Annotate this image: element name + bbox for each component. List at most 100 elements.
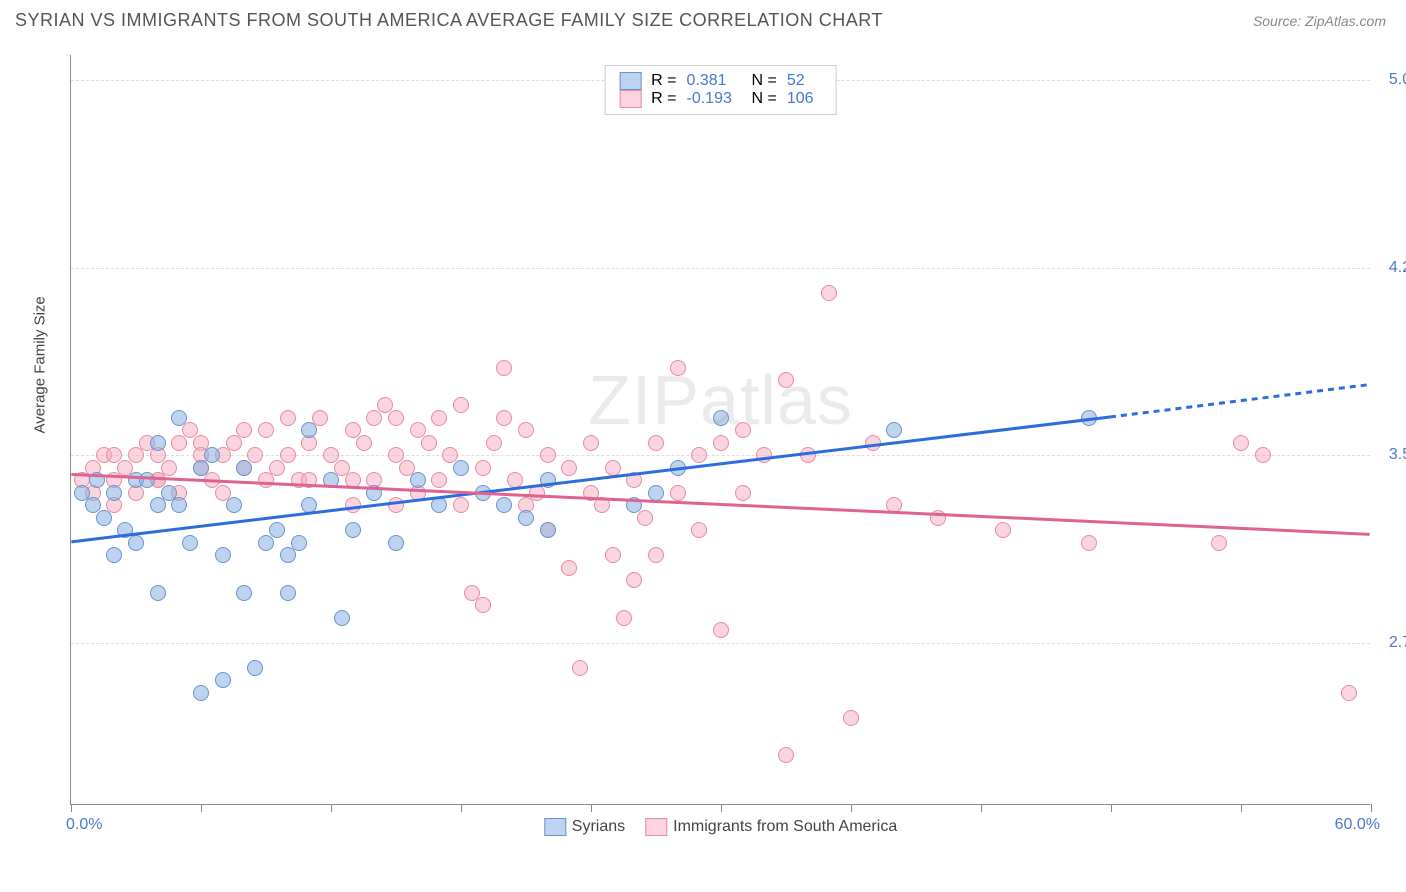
- n-label: N =: [752, 90, 777, 108]
- gridline: [71, 455, 1370, 456]
- scatter-point-syrians: [366, 485, 382, 501]
- scatter-point-south-america: [670, 485, 686, 501]
- scatter-point-syrians: [670, 460, 686, 476]
- x-tick: [71, 804, 72, 812]
- scatter-point-syrians: [215, 547, 231, 563]
- scatter-point-south-america: [778, 747, 794, 763]
- x-tick: [1371, 804, 1372, 812]
- x-tick: [981, 804, 982, 812]
- scatter-point-south-america: [475, 460, 491, 476]
- scatter-point-south-america: [713, 435, 729, 451]
- scatter-point-south-america: [486, 435, 502, 451]
- scatter-point-syrians: [345, 522, 361, 538]
- scatter-point-south-america: [269, 460, 285, 476]
- scatter-point-south-america: [648, 547, 664, 563]
- scatter-point-syrians: [150, 497, 166, 513]
- scatter-point-south-america: [594, 497, 610, 513]
- watermark: ZIPatlas: [588, 360, 853, 440]
- plot-area: ZIPatlas R = 0.381 N = 52 R = -0.193 N =…: [70, 55, 1370, 805]
- x-tick: [461, 804, 462, 812]
- scatter-point-south-america: [258, 472, 274, 488]
- scatter-point-south-america: [280, 410, 296, 426]
- x-axis-min-label: 0.0%: [66, 816, 102, 834]
- scatter-point-south-america: [1255, 447, 1271, 463]
- scatter-point-south-america: [821, 285, 837, 301]
- scatter-point-south-america: [301, 472, 317, 488]
- scatter-point-south-america: [345, 472, 361, 488]
- scatter-point-syrians: [215, 672, 231, 688]
- n-value-syrians: 52: [787, 72, 822, 90]
- scatter-point-syrians: [236, 460, 252, 476]
- scatter-point-syrians: [301, 422, 317, 438]
- x-tick: [591, 804, 592, 812]
- scatter-point-south-america: [995, 522, 1011, 538]
- swatch-south-america-bottom: [645, 818, 667, 836]
- scatter-point-south-america: [1341, 685, 1357, 701]
- scatter-point-south-america: [616, 610, 632, 626]
- scatter-point-syrians: [301, 497, 317, 513]
- scatter-point-south-america: [691, 447, 707, 463]
- scatter-point-south-america: [507, 472, 523, 488]
- chart-header: SYRIAN VS IMMIGRANTS FROM SOUTH AMERICA …: [0, 0, 1406, 36]
- scatter-point-syrians: [280, 585, 296, 601]
- scatter-point-south-america: [778, 372, 794, 388]
- scatter-point-south-america: [1233, 435, 1249, 451]
- swatch-south-america: [619, 90, 641, 108]
- y-tick-label: 4.25: [1389, 259, 1406, 277]
- scatter-point-syrians: [171, 410, 187, 426]
- scatter-point-syrians: [518, 510, 534, 526]
- scatter-point-south-america: [626, 572, 642, 588]
- scatter-point-south-america: [236, 422, 252, 438]
- scatter-point-south-america: [735, 485, 751, 501]
- scatter-point-south-america: [496, 360, 512, 376]
- scatter-point-south-america: [356, 435, 372, 451]
- scatter-point-south-america: [421, 435, 437, 451]
- scatter-point-syrians: [291, 535, 307, 551]
- scatter-point-syrians: [193, 685, 209, 701]
- legend-row-south-america: R = -0.193 N = 106: [619, 90, 822, 108]
- scatter-point-syrians: [89, 472, 105, 488]
- scatter-point-south-america: [345, 497, 361, 513]
- scatter-point-south-america: [431, 472, 447, 488]
- scatter-point-south-america: [583, 435, 599, 451]
- scatter-point-syrians: [247, 660, 263, 676]
- scatter-point-south-america: [453, 497, 469, 513]
- scatter-point-south-america: [691, 522, 707, 538]
- scatter-point-syrians: [540, 472, 556, 488]
- scatter-point-syrians: [128, 535, 144, 551]
- scatter-point-syrians: [453, 460, 469, 476]
- scatter-point-south-america: [626, 472, 642, 488]
- scatter-point-south-america: [648, 435, 664, 451]
- scatter-point-south-america: [280, 447, 296, 463]
- scatter-point-syrians: [182, 535, 198, 551]
- legend-row-syrians: R = 0.381 N = 52: [619, 72, 822, 90]
- scatter-point-syrians: [648, 485, 664, 501]
- series-legend: Syrians Immigrants from South America: [544, 818, 897, 836]
- x-tick: [721, 804, 722, 812]
- scatter-point-south-america: [475, 597, 491, 613]
- scatter-point-south-america: [800, 447, 816, 463]
- scatter-point-syrians: [258, 535, 274, 551]
- scatter-point-south-america: [128, 447, 144, 463]
- scatter-point-south-america: [496, 410, 512, 426]
- gridline: [71, 268, 1370, 269]
- scatter-point-south-america: [605, 547, 621, 563]
- scatter-point-syrians: [269, 522, 285, 538]
- scatter-point-south-america: [843, 710, 859, 726]
- x-tick: [1111, 804, 1112, 812]
- scatter-point-south-america: [756, 447, 772, 463]
- x-tick: [201, 804, 202, 812]
- x-axis-max-label: 60.0%: [1335, 816, 1380, 834]
- y-tick-label: 5.00: [1389, 71, 1406, 89]
- chart-container: Average Family Size ZIPatlas R = 0.381 N…: [50, 45, 1390, 805]
- legend-label-south-america: Immigrants from South America: [673, 818, 897, 836]
- scatter-point-south-america: [453, 397, 469, 413]
- scatter-point-syrians: [193, 460, 209, 476]
- scatter-point-south-america: [171, 435, 187, 451]
- n-value-south-america: 106: [787, 90, 822, 108]
- source-label: Source: ZipAtlas.com: [1253, 13, 1386, 29]
- scatter-point-syrians: [388, 535, 404, 551]
- scatter-point-south-america: [713, 622, 729, 638]
- swatch-syrians: [619, 72, 641, 90]
- scatter-point-syrians: [713, 410, 729, 426]
